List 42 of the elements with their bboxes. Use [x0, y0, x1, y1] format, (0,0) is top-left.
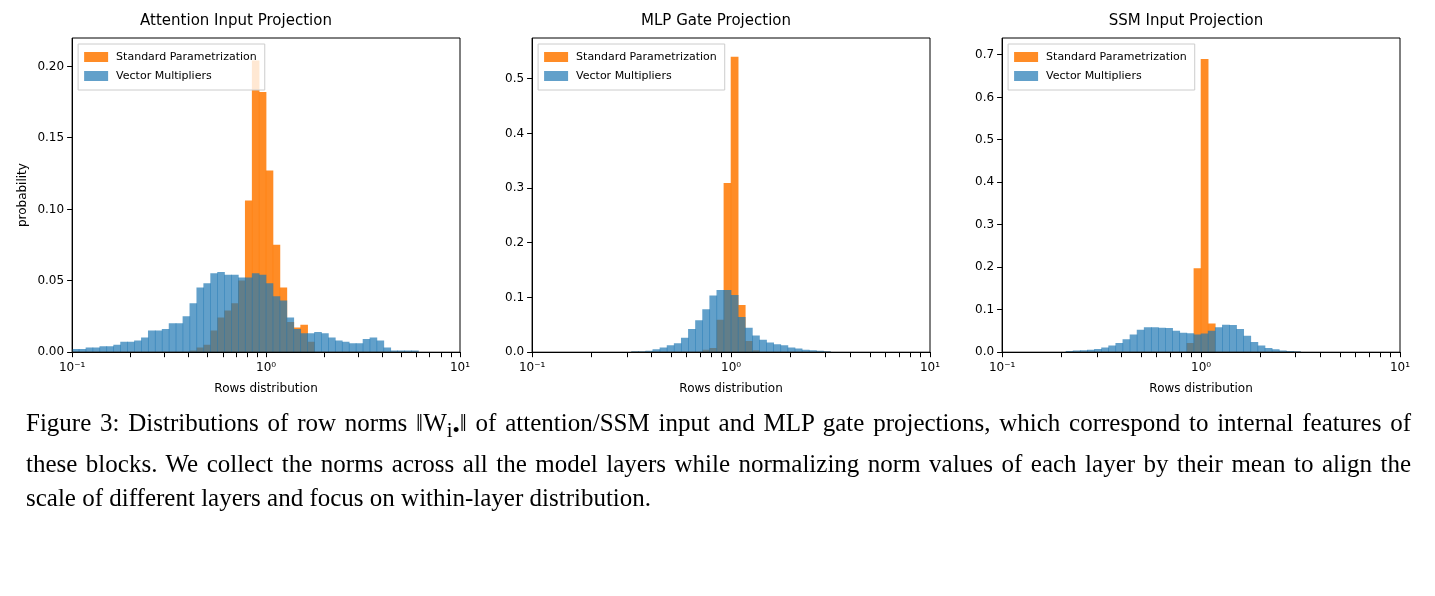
legend-label: Vector Multipliers — [576, 68, 672, 82]
x-axis-title: Rows distribution — [1149, 380, 1253, 395]
y-tick-label: 0.4 — [504, 125, 525, 140]
x-axis-title: Rows distribution — [679, 380, 783, 395]
x-axis-title: Rows distribution — [214, 380, 318, 395]
y-tick-label: 0.5 — [974, 132, 995, 147]
x-tick-label: 10⁻¹ — [518, 359, 546, 374]
x-tick-label: 10⁰ — [721, 359, 742, 374]
y-tick-label: 0.1 — [974, 301, 995, 316]
legend-label: Vector Multipliers — [1046, 68, 1142, 82]
x-tick-label: 10¹ — [919, 359, 941, 374]
y-tick-label: 0.4 — [974, 174, 995, 189]
y-tick-label: 0.2 — [974, 259, 995, 274]
y-tick-label: 0.3 — [974, 216, 995, 231]
x-tick-label: 10⁰ — [256, 359, 277, 374]
legend-label: Vector Multipliers — [116, 68, 212, 82]
caption: Figure 3: Distributions of row norms ‖W$_{i•}$‖ of attention/SSM input and MLP gate projections, which correspond to internal features of these blocks. We collect the norms across all the model layers while normalizing norm values of each layer by their mean to align the scale of different layers and focus on within-layer distribution. — [26, 408, 1411, 513]
x-tick-label: 10⁻¹ — [58, 359, 86, 374]
y-tick-label: 0.0 — [504, 344, 525, 359]
y-tick-label: 0.5 — [504, 71, 525, 86]
y-tick-label: 0.15 — [37, 130, 65, 145]
y-tick-label: 0.7 — [974, 47, 995, 62]
legend-label: Standard Parametrization — [1046, 49, 1187, 63]
y-tick-label: 0.6 — [974, 89, 995, 104]
chart-title: MLP Gate Projection — [641, 10, 791, 29]
y-tick-label: 0.05 — [37, 272, 65, 287]
legend-label: Standard Parametrization — [116, 49, 257, 63]
y-axis-title: probability — [15, 163, 30, 228]
chart-title: Attention Input Projection — [140, 10, 332, 29]
x-tick-label: 10¹ — [1389, 359, 1411, 374]
x-tick-label: 10⁻¹ — [988, 359, 1016, 374]
y-tick-label: 0.00 — [37, 344, 65, 359]
x-tick-label: 10⁰ — [1191, 359, 1212, 374]
chart-title: SSM Input Projection — [1108, 10, 1264, 29]
y-tick-label: 0.1 — [504, 289, 525, 304]
legend-label: Standard Parametrization — [576, 49, 717, 63]
y-tick-label: 0.2 — [504, 235, 525, 250]
y-tick-label: 0.0 — [974, 344, 995, 359]
y-tick-label: 0.20 — [37, 58, 65, 73]
y-tick-label: 0.10 — [37, 201, 65, 216]
x-tick-label: 10¹ — [449, 359, 471, 374]
y-tick-label: 0.3 — [504, 180, 525, 195]
